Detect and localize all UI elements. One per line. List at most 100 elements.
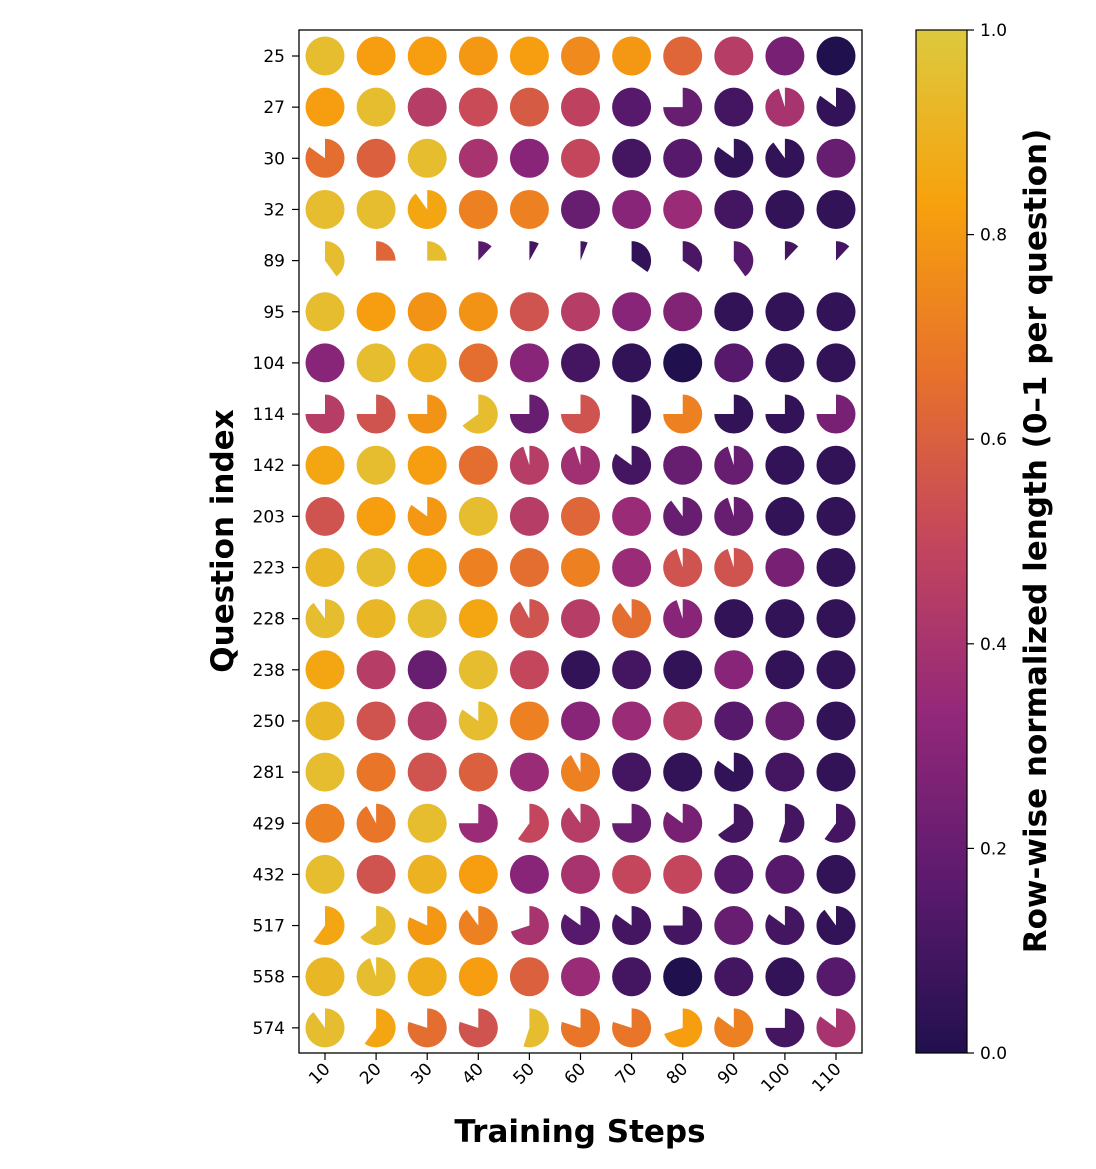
y-tick-label: 142	[253, 456, 285, 476]
pie-89-110	[836, 241, 850, 261]
pie-32-100	[765, 189, 805, 229]
pie-250-110	[816, 701, 856, 741]
pie-228-50	[509, 599, 549, 639]
pie-104-60	[561, 343, 600, 383]
x-axis-ticks: 10 20 30 40 50 60 70 80 90 100 110	[305, 1053, 846, 1096]
colorbar-tick-label: 0.0	[980, 1044, 1007, 1064]
pie-250-30	[407, 701, 447, 741]
y-tick-label: 250	[253, 712, 285, 732]
pie-517-90	[714, 906, 754, 946]
pie-32-40	[458, 189, 498, 229]
y-tick-label: 574	[253, 1019, 285, 1039]
pie-25-20	[356, 36, 396, 76]
y-tick-label: 281	[253, 763, 285, 783]
y-tick-label: 203	[253, 507, 285, 527]
colorbar-bar	[915, 29, 968, 1054]
pie-432-20	[356, 854, 396, 894]
pie-558-90	[714, 957, 754, 997]
pie-238-110	[816, 650, 856, 690]
pie-517-50	[510, 906, 549, 946]
pie-25-50	[509, 36, 549, 76]
x-tick-label: 30	[407, 1059, 436, 1088]
colorbar-title: Row-wise normalized length (0–1 per ques…	[1018, 129, 1054, 954]
pie-142-110	[816, 445, 856, 485]
pie-104-40	[458, 343, 498, 383]
pie-25-70	[612, 36, 652, 76]
pie-250-80	[663, 701, 703, 741]
x-tick-label: 110	[808, 1059, 845, 1096]
pie-517-100	[765, 906, 805, 946]
pie-32-80	[663, 189, 703, 229]
pie-95-30	[407, 292, 447, 332]
pie-558-80	[663, 957, 703, 997]
pie-89-80	[682, 241, 703, 273]
pie-517-60	[560, 906, 600, 946]
pie-238-80	[663, 650, 703, 690]
pie-95-80	[663, 292, 703, 332]
pie-142-60	[560, 445, 600, 485]
plot-frame	[298, 29, 863, 1054]
colorbar-ticks: 0.0 0.2 0.4 0.6 0.8 1.0	[967, 21, 1007, 1064]
pie-25-110	[816, 36, 856, 76]
pie-95-10	[305, 292, 345, 332]
pie-223-70	[612, 548, 652, 587]
pie-429-10	[305, 803, 345, 843]
pie-238-10	[305, 650, 345, 690]
pie-238-40	[458, 650, 498, 690]
x-tick-label: 70	[612, 1059, 641, 1088]
pie-281-40	[458, 752, 498, 792]
pie-429-50	[517, 803, 549, 843]
pie-281-70	[612, 752, 652, 792]
pie-558-20	[356, 957, 396, 997]
pie-95-40	[458, 292, 498, 332]
pie-95-70	[612, 292, 652, 332]
pie-142-90	[714, 445, 754, 485]
pie-432-80	[663, 854, 703, 894]
pie-142-10	[305, 445, 345, 485]
pie-223-40	[458, 548, 498, 587]
pie-574-20	[364, 1008, 396, 1048]
pie-574-70	[612, 1008, 652, 1048]
pie-27-60	[561, 87, 600, 127]
pie-432-110	[816, 854, 856, 894]
pie-114-40	[462, 394, 498, 434]
pie-95-20	[356, 292, 396, 332]
pie-574-80	[664, 1008, 703, 1048]
pie-27-40	[458, 87, 498, 127]
pie-574-110	[816, 1008, 856, 1048]
pie-30-10	[305, 138, 345, 178]
pie-429-60	[560, 803, 600, 843]
pie-517-40	[458, 906, 498, 946]
y-tick-label: 114	[253, 405, 285, 425]
pie-517-110	[816, 906, 856, 946]
y-tick-label: 27	[263, 98, 285, 118]
pie-429-100	[778, 803, 805, 843]
pie-517-10	[313, 906, 345, 946]
pie-223-80	[663, 548, 703, 587]
pie-250-40	[458, 701, 498, 741]
pie-250-60	[561, 701, 600, 741]
pie-517-70	[612, 906, 652, 946]
pie-32-90	[714, 189, 754, 229]
pie-25-100	[765, 36, 805, 76]
pie-25-80	[663, 36, 703, 76]
pie-558-110	[816, 957, 856, 997]
y-tick-label: 429	[253, 814, 285, 834]
pie-89-40	[478, 241, 492, 261]
pie-281-60	[561, 752, 601, 792]
pie-238-50	[509, 650, 549, 690]
pie-104-100	[765, 343, 805, 383]
pie-574-40	[458, 1008, 498, 1048]
pie-574-60	[560, 1008, 600, 1048]
pie-432-50	[509, 854, 549, 894]
x-tick-label: 90	[714, 1059, 743, 1088]
pie-104-30	[407, 343, 447, 383]
pie-glyphs	[305, 36, 856, 1048]
pie-203-80	[663, 496, 703, 536]
pie-27-10	[305, 87, 345, 127]
pie-228-60	[561, 599, 600, 639]
pie-203-60	[561, 496, 600, 536]
pie-203-20	[356, 496, 396, 536]
pie-30-80	[663, 138, 703, 178]
